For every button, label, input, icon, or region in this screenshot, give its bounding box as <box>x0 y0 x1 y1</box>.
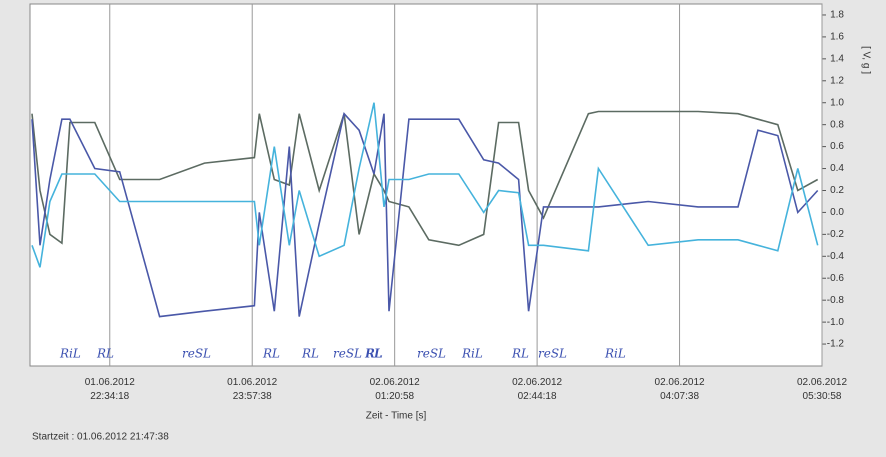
handwritten-note: RiL <box>604 347 626 361</box>
y-axis-label: [ V, g ] <box>860 46 871 74</box>
x-tick-label: 01.06.2012 23:57:38 <box>227 377 277 402</box>
series-line <box>31 110 819 247</box>
y-tick-label: 0.0 <box>830 207 844 218</box>
y-tick-label: 0.2 <box>830 185 844 196</box>
y-tick-label: 1.6 <box>830 32 844 43</box>
start-time: Startzeit : 01.06.2012 21:47:38 <box>32 432 169 443</box>
handwritten-note: RL <box>364 347 382 361</box>
y-tick-label: 1.2 <box>830 75 844 86</box>
handwritten-note: RL <box>96 347 114 361</box>
y-tick-label: 0.6 <box>830 141 844 152</box>
y-tick-label: 1.0 <box>830 97 844 108</box>
x-tick-label: 02.06.2012 05:30:58 <box>797 377 847 402</box>
y-tick-label: -0.2 <box>827 229 845 240</box>
y-tick-label: -0.6 <box>827 273 845 284</box>
y-tick-label: 1.8 <box>830 10 844 21</box>
handwritten-note: RiL <box>59 347 81 361</box>
y-tick-label: 1.4 <box>830 53 844 64</box>
handwritten-note: reSL RL <box>333 347 383 361</box>
handwritten-note: reSL <box>182 347 211 361</box>
x-tick-label: 01.06.2012 22:34:18 <box>85 377 135 402</box>
y-tick-label: -1.0 <box>827 317 845 328</box>
handwritten-note: RiL <box>461 347 483 361</box>
y-tick-label: -0.4 <box>827 251 845 262</box>
handwritten-note: reSL <box>538 347 567 361</box>
x-tick-label: 02.06.2012 04:07:38 <box>655 377 705 402</box>
y-tick-label: -0.8 <box>827 295 845 306</box>
series-line <box>31 102 819 268</box>
y-tick-label: 0.8 <box>830 119 844 130</box>
handwritten-note: reSL <box>417 347 446 361</box>
handwritten-note: RL <box>262 347 280 361</box>
plot-area <box>29 3 823 367</box>
series-line <box>31 112 819 318</box>
handwritten-note: RL <box>511 347 529 361</box>
x-axis-label: Zeit - Time [s] <box>366 411 427 422</box>
y-tick-label: 0.4 <box>830 163 844 174</box>
y-tick-label: -1.2 <box>827 339 845 350</box>
x-tick-label: 02.06.2012 02:44:18 <box>512 377 562 402</box>
handwritten-note: RL <box>301 347 319 361</box>
x-tick-label: 02.06.2012 01:20:58 <box>370 377 420 402</box>
